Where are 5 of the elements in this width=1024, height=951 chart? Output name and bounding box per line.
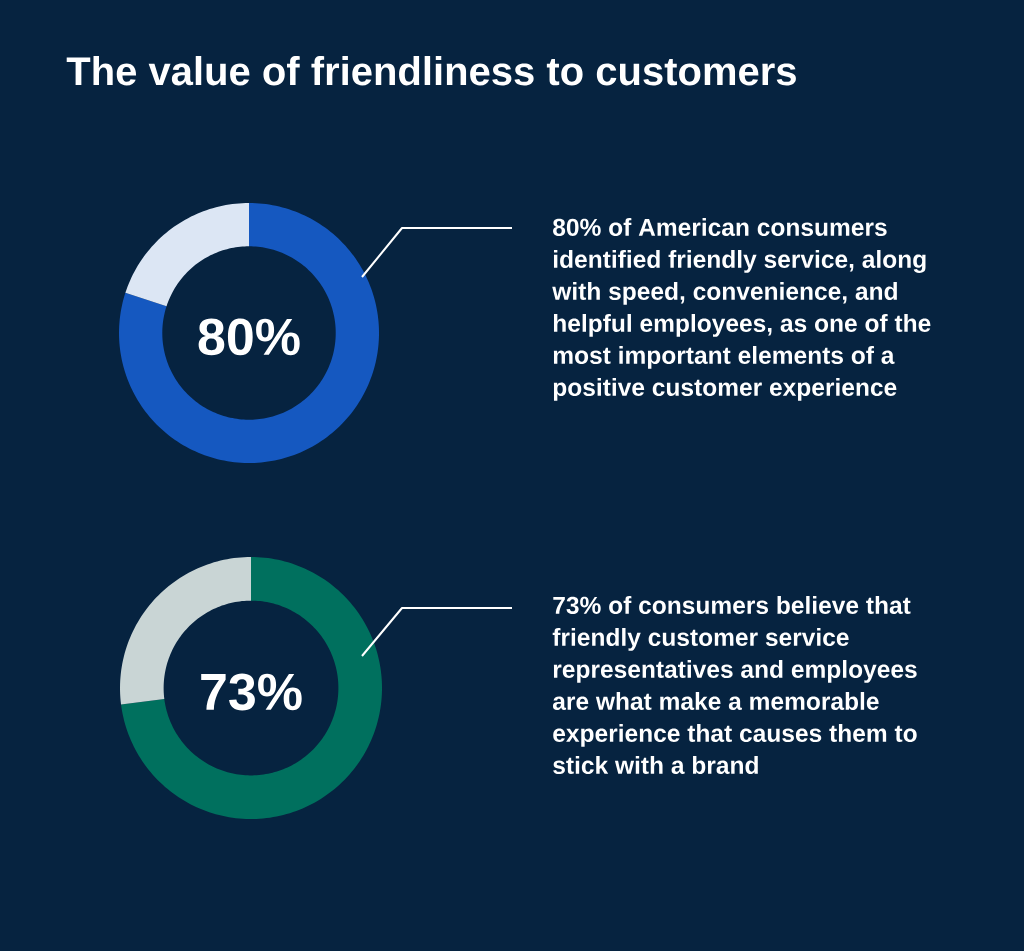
text: 73% of consumers believe that friendly customer service representatives and employees are what make a memorable experience that causes them to stick with a brand xyxy=(552,596,917,775)
data-label: 73% xyxy=(201,673,302,711)
text: 80% of American consumers identified friendly service, along with speed, convenience, and helpful employees, as one of the most important elements of a positive customer experience xyxy=(552,218,931,401)
data-label: 80% xyxy=(198,318,300,356)
chart-title: The value of friendliness to customers xyxy=(66,56,796,86)
